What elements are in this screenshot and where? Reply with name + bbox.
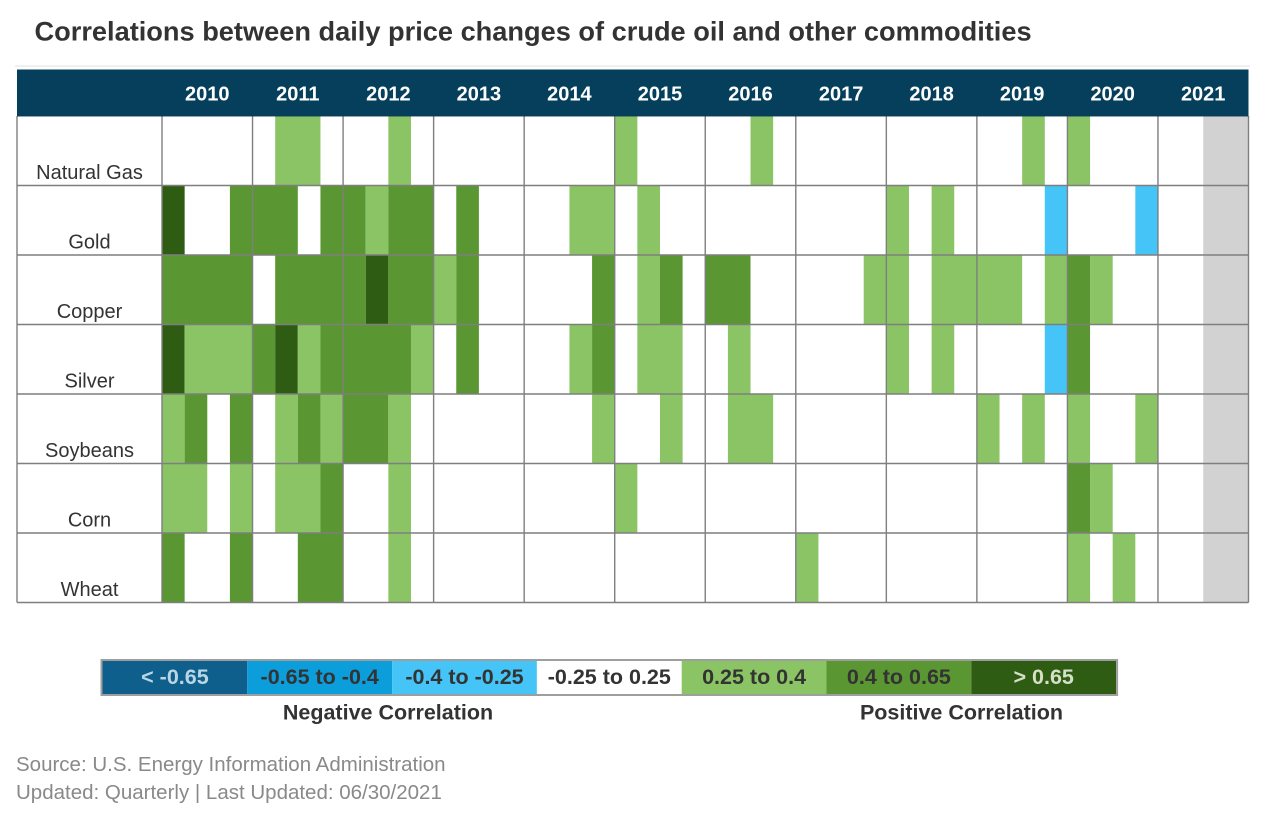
svg-text:Updated: Quarterly | Last Upda: Updated: Quarterly | Last Updated: 06/30… [16, 781, 442, 804]
svg-text:0.25 to 0.4: 0.25 to 0.4 [702, 665, 806, 689]
svg-text:2015: 2015 [638, 84, 683, 106]
svg-text:> 0.65: > 0.65 [1014, 665, 1074, 689]
svg-text:Source: U.S. Energy Informatio: Source: U.S. Energy Information Administ… [16, 753, 446, 776]
svg-text:2016: 2016 [728, 84, 773, 106]
svg-text:Negative Correlation: Negative Correlation [283, 701, 493, 725]
svg-text:2021: 2021 [1181, 84, 1226, 106]
svg-text:Copper: Copper [57, 301, 123, 323]
svg-text:Gold: Gold [68, 232, 110, 254]
svg-text:2012: 2012 [366, 84, 411, 106]
svg-text:2013: 2013 [457, 84, 502, 106]
svg-text:2019: 2019 [1000, 84, 1045, 106]
svg-text:Correlations between daily pri: Correlations between daily price changes… [35, 15, 1032, 46]
svg-text:2020: 2020 [1090, 84, 1135, 106]
svg-text:Wheat: Wheat [61, 579, 119, 601]
svg-text:< -0.65: < -0.65 [141, 665, 209, 689]
svg-text:2018: 2018 [909, 84, 954, 106]
svg-text:2011: 2011 [276, 84, 319, 106]
svg-text:Positive Correlation: Positive Correlation [860, 701, 1063, 725]
svg-text:-0.65 to -0.4: -0.65 to -0.4 [261, 665, 379, 689]
svg-text:2010: 2010 [185, 84, 230, 106]
svg-text:Silver: Silver [64, 371, 114, 393]
svg-text:2017: 2017 [819, 84, 864, 106]
svg-text:0.4 to 0.65: 0.4 to 0.65 [847, 665, 951, 689]
svg-text:Natural Gas: Natural Gas [36, 162, 143, 184]
svg-text:Soybeans: Soybeans [45, 440, 134, 462]
svg-text:2014: 2014 [547, 84, 592, 106]
svg-text:Corn: Corn [68, 510, 111, 532]
svg-text:-0.4 to -0.25: -0.4 to -0.25 [405, 665, 523, 689]
svg-text:-0.25 to 0.25: -0.25 to 0.25 [548, 665, 671, 689]
